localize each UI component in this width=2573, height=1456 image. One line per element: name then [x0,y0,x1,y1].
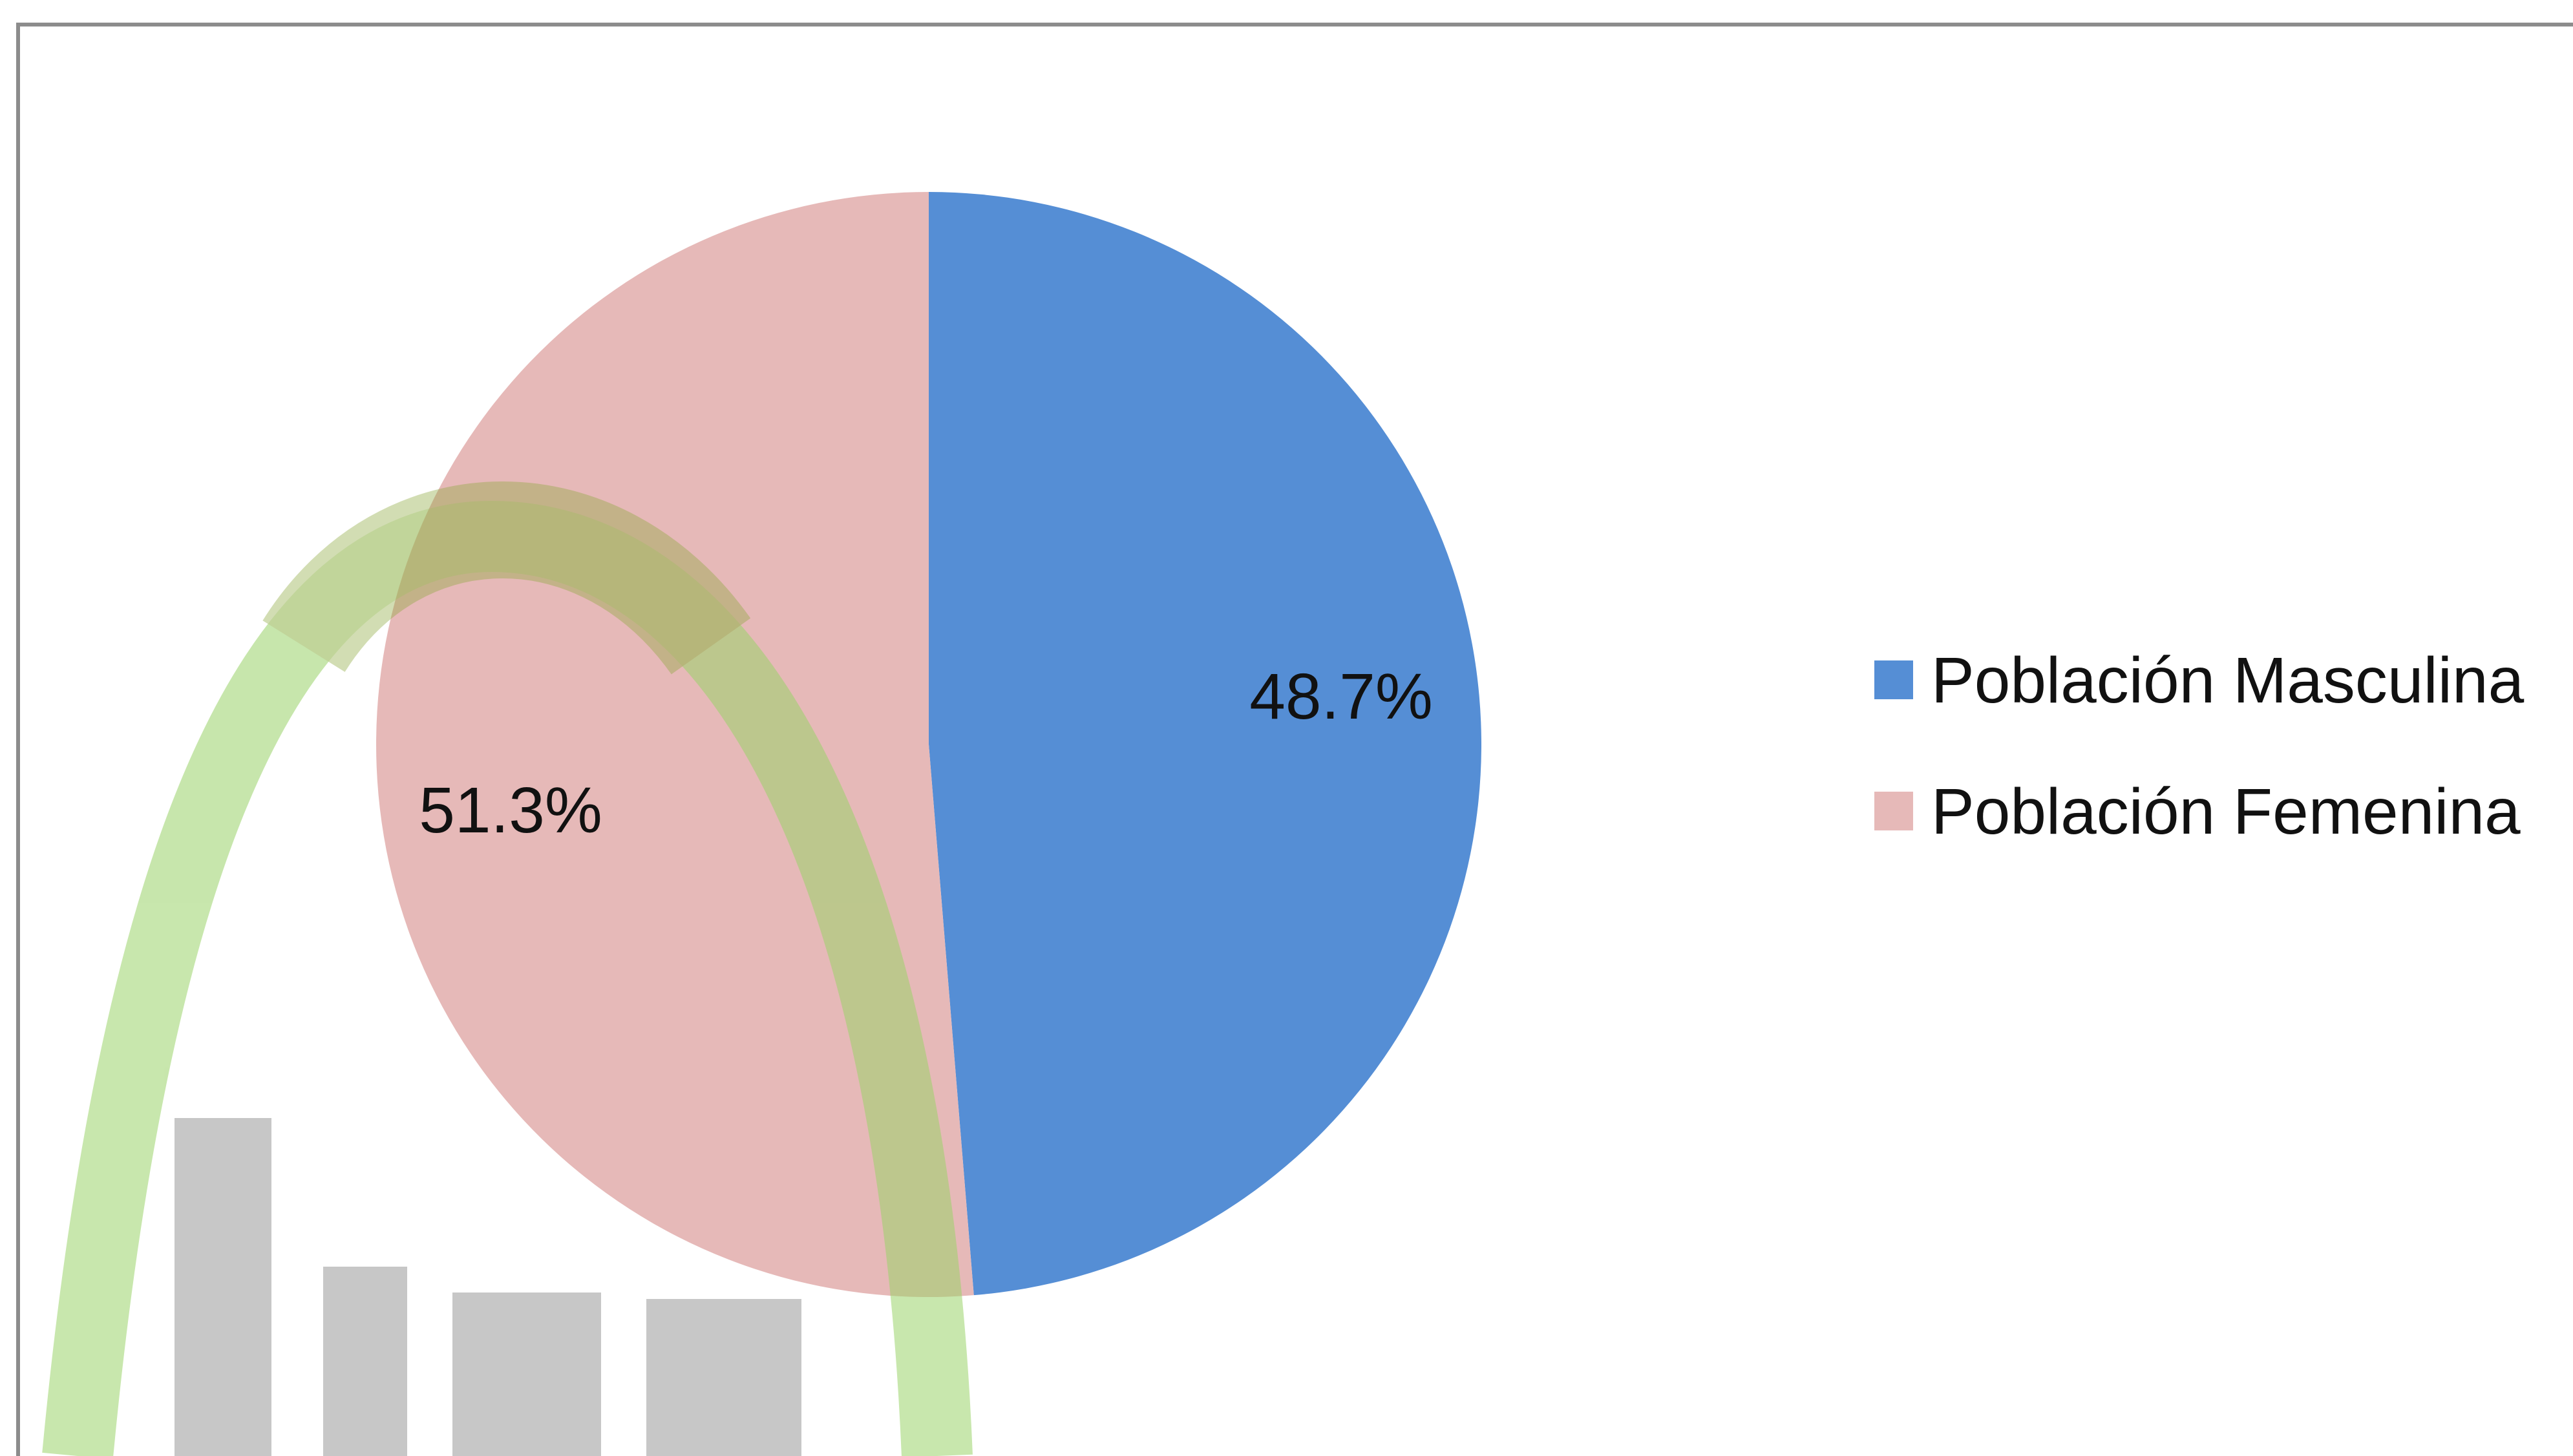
legend: Población Masculina Población Femenina [1874,644,2525,848]
legend-label-masculina: Población Masculina [1931,644,2525,717]
data-label-masculina: 48.7% [1249,660,1433,733]
legend-swatch-masculina [1874,660,1913,699]
watermark-arc-inner [262,481,751,675]
watermark-letter-2 [323,1267,407,1456]
watermark-letter-1 [175,1118,271,1456]
pie-slices [376,192,1482,1297]
legend-swatch-femenina [1874,792,1913,830]
watermark-logo [42,481,973,1456]
watermark-letter-4 [646,1299,801,1456]
watermark-letter-3 [452,1292,601,1456]
pie-slice-masculina [929,192,1482,1296]
legend-label-femenina: Población Femenina [1931,775,2521,848]
pie-slice-femenina [376,192,974,1297]
data-label-femenina: 51.3% [419,774,602,847]
watermark-arc [42,500,973,1456]
